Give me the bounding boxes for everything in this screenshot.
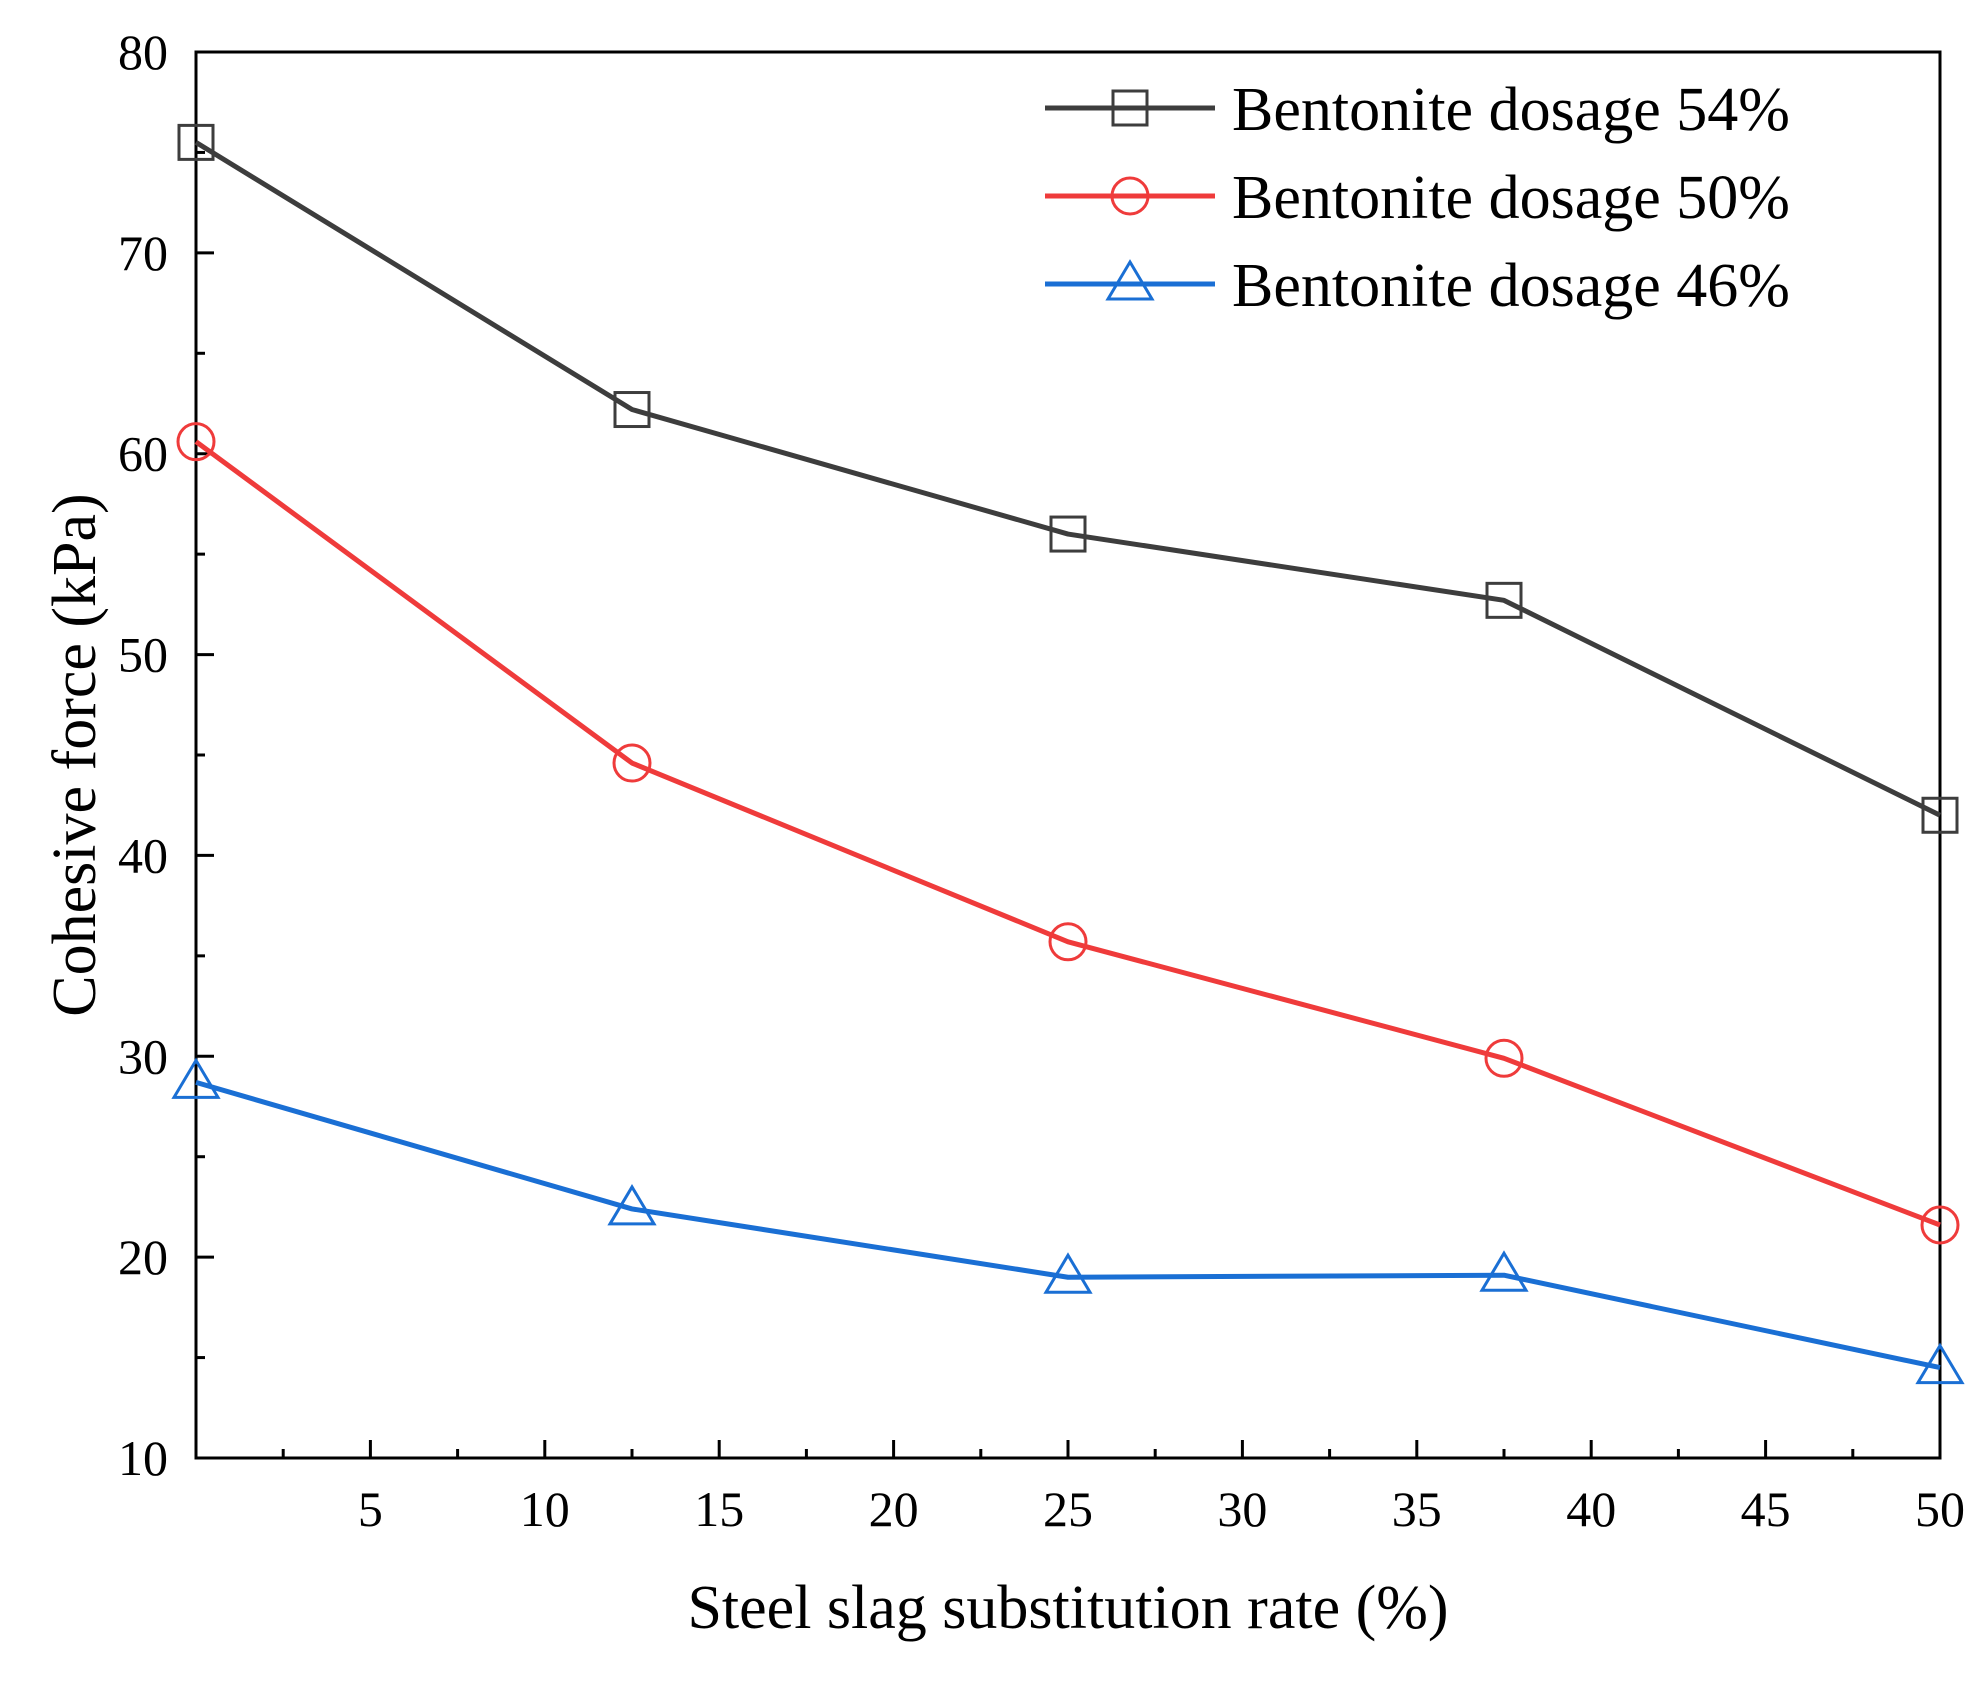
series-0 <box>177 123 1959 834</box>
x-axis-title: Steel slag substitution rate (%) <box>687 1574 1448 1642</box>
legend-label: Bentonite dosage 54% <box>1232 76 1790 144</box>
data-point <box>1484 1038 1524 1078</box>
y-tick-label: 20 <box>118 1229 168 1285</box>
x-tick-label: 10 <box>520 1481 570 1537</box>
series-line <box>194 140 1942 818</box>
legend-marker <box>1110 176 1150 216</box>
x-tick-label: 15 <box>694 1481 744 1537</box>
data-point <box>1048 922 1088 962</box>
series-1 <box>176 422 1960 1245</box>
x-tick-label: 25 <box>1043 1481 1093 1537</box>
legend-label: Bentonite dosage 50% <box>1232 164 1790 232</box>
legend-label: Bentonite dosage 46% <box>1232 252 1790 320</box>
data-point <box>171 1057 221 1099</box>
data-point <box>1485 581 1523 619</box>
legend-entry: Bentonite dosage 46% <box>1045 252 1790 320</box>
axes: 5 10 15 20 25 30 35 40 45 50 10 20 30 40 50 60 70 80 <box>118 24 1965 1537</box>
data-point <box>177 123 215 161</box>
series-layer <box>171 123 1965 1385</box>
y-tick-label: 30 <box>118 1028 168 1084</box>
data-point <box>607 1184 657 1226</box>
y-tick-label: 80 <box>118 24 168 80</box>
data-point <box>1479 1250 1529 1292</box>
legend-entry: Bentonite dosage 54% <box>1045 76 1790 144</box>
y-axis-title: Cohesive force (kPa) <box>41 493 109 1016</box>
data-point <box>613 391 651 429</box>
legend-entry: Bentonite dosage 50% <box>1045 164 1790 232</box>
y-tick-label: 10 <box>118 1430 168 1486</box>
data-point <box>1920 1205 1960 1245</box>
x-tick-label: 45 <box>1741 1481 1791 1537</box>
series-2 <box>171 1057 1965 1385</box>
y-tick-label: 40 <box>118 827 168 883</box>
data-point <box>1921 796 1959 834</box>
data-point <box>1043 1252 1093 1294</box>
data-point <box>1049 515 1087 553</box>
x-tick-label: 30 <box>1217 1481 1267 1537</box>
x-tick-label: 50 <box>1915 1481 1965 1537</box>
series-line <box>195 1079 1941 1371</box>
x-tick-label: 40 <box>1566 1481 1616 1537</box>
legend: Bentonite dosage 54% Bentonite dosage 50%… <box>1045 76 1790 320</box>
x-tick-label: 35 <box>1392 1481 1442 1537</box>
y-tick-label: 60 <box>118 426 168 482</box>
data-point <box>1915 1342 1965 1385</box>
legend-marker <box>1111 89 1149 127</box>
data-point <box>612 743 652 783</box>
y-tick-label: 50 <box>118 627 168 683</box>
series-line <box>194 439 1941 1228</box>
y-tick-label: 70 <box>118 225 168 281</box>
x-tick-label: 20 <box>869 1481 919 1537</box>
x-tick-label: 5 <box>358 1481 383 1537</box>
legend-marker <box>1105 259 1155 301</box>
data-point <box>176 422 216 462</box>
